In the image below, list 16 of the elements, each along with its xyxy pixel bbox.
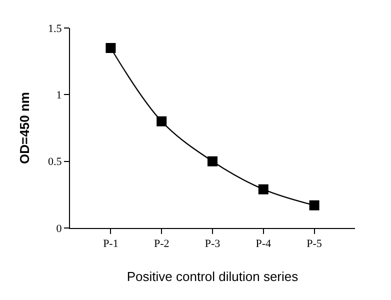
y-tick-label: 0.5 [48, 156, 62, 168]
y-tick-label: 1.5 [48, 22, 62, 35]
x-tick-label: P-1 [103, 238, 118, 250]
x-tick-label: P-4 [256, 238, 272, 250]
x-tick-label: P-2 [154, 238, 170, 250]
point [156, 116, 167, 126]
point [208, 156, 218, 166]
point [258, 184, 268, 194]
y-tick-label: 1 [56, 90, 62, 102]
x-tick-label: P-3 [204, 238, 221, 250]
point [106, 43, 116, 53]
y-tick-label: 0 [56, 222, 62, 235]
x-tick-label: P-5 [306, 238, 322, 250]
y-axis-title: OD=450 nm [17, 92, 32, 164]
point [309, 200, 320, 210]
x-axis-title: Positive control dilution series [126, 268, 299, 284]
